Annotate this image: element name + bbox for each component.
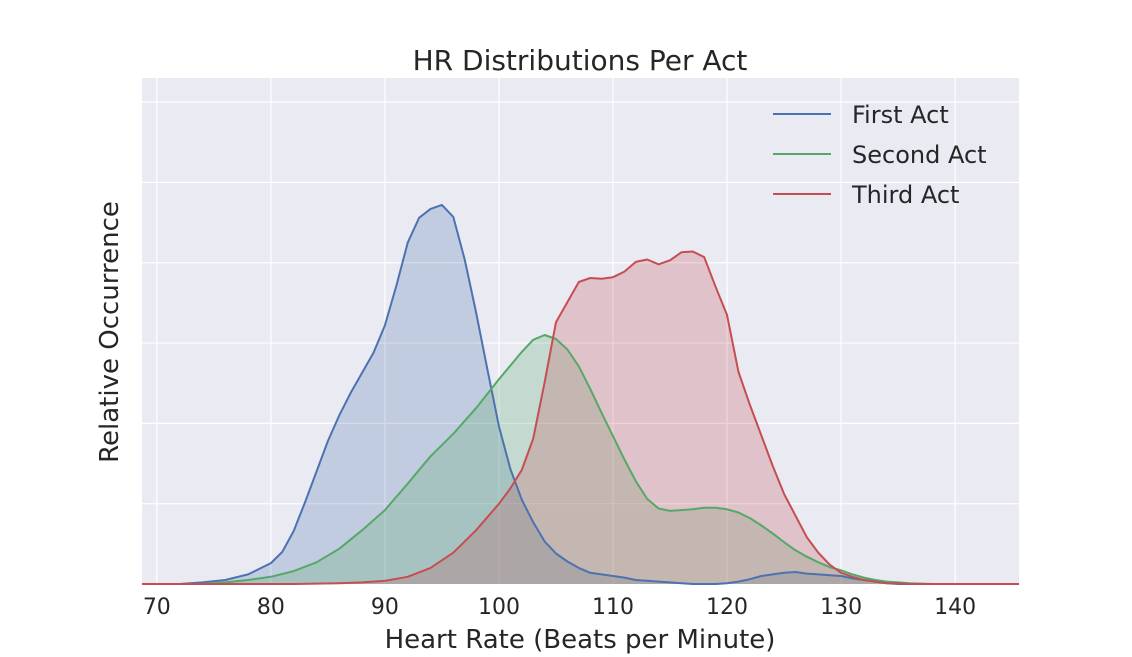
legend-label-third-act: Third Act xyxy=(851,181,959,209)
legend-label-second-act: Second Act xyxy=(852,141,987,169)
x-tick-label-70: 70 xyxy=(143,595,171,620)
area-third-act xyxy=(142,251,1019,584)
area-second-act xyxy=(142,335,1019,584)
legend-label-first-act: First Act xyxy=(852,101,949,129)
x-tick-label-100: 100 xyxy=(478,595,520,620)
x-tick-labels: 70 80 90 100 110 120 130 140 xyxy=(143,595,976,620)
grid xyxy=(142,78,1019,584)
x-tick-label-120: 120 xyxy=(706,595,748,620)
line-third-act xyxy=(142,250,1019,585)
x-axis-label: Heart Rate (Beats per Minute) xyxy=(385,625,776,655)
legend: First Act Second Act Third Act xyxy=(773,101,987,209)
series-areas xyxy=(142,204,1019,584)
y-axis-label: Relative Occurrence xyxy=(95,201,125,463)
x-tick-label-80: 80 xyxy=(257,595,285,620)
chart-title: HR Distributions Per Act xyxy=(413,44,748,77)
line-first-act xyxy=(142,203,1019,585)
plot-background xyxy=(142,78,1019,584)
x-tick-label-110: 110 xyxy=(592,595,634,620)
x-tick-label-90: 90 xyxy=(371,595,399,620)
x-tick-label-130: 130 xyxy=(820,595,862,620)
series-lines xyxy=(142,203,1019,585)
line-second-act xyxy=(142,334,1019,585)
x-tick-label-140: 140 xyxy=(934,595,976,620)
area-first-act xyxy=(142,204,1019,584)
